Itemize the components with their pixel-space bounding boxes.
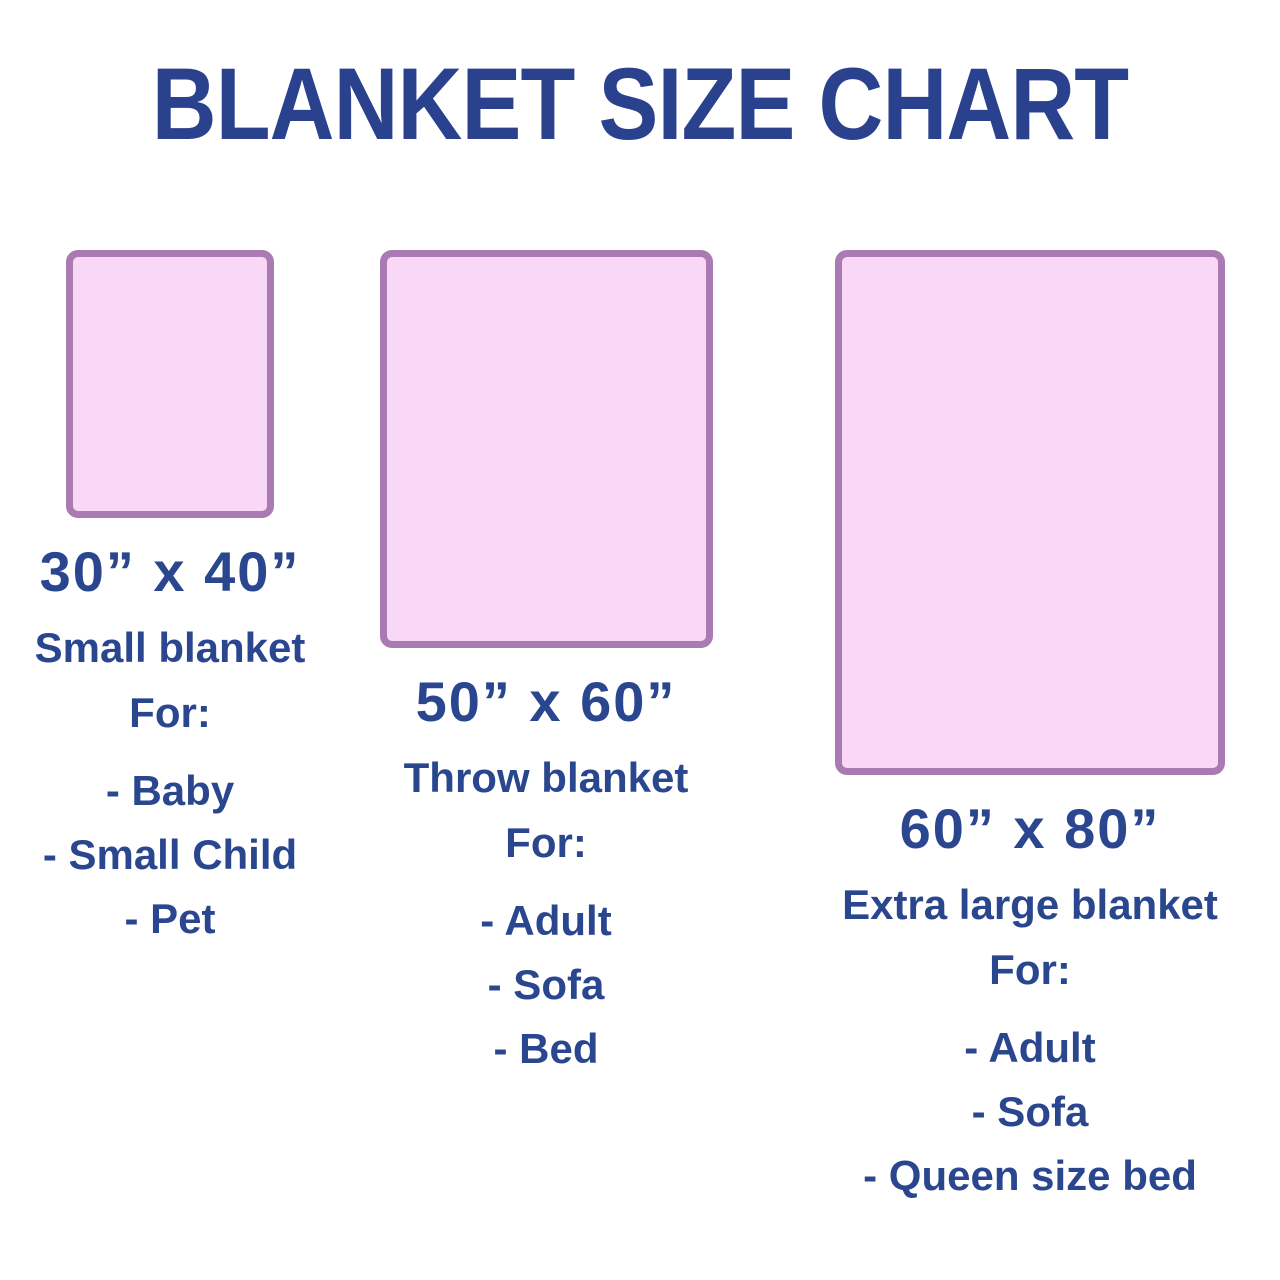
size-label: 30” x 40” [39, 540, 301, 603]
for-label: For: [129, 689, 211, 737]
use-item: - Adult [480, 897, 612, 945]
blanket-column-throw: 50” x 60” Throw blanket For: - Adult - S… [376, 250, 716, 1081]
page-title: BLANKET SIZE CHART [151, 47, 1129, 161]
blanket-description: Small blanket For: [0, 615, 340, 745]
for-label: For: [505, 819, 587, 867]
use-item: - Baby [105, 767, 235, 815]
use-list: - Adult - Sofa - Queen size bed [810, 1016, 1250, 1208]
blanket-name: Small blanket [34, 624, 306, 672]
blanket-description: Throw blanket For: [376, 745, 716, 875]
blanket-swatch-throw [379, 250, 713, 648]
use-item: - Queen size bed [863, 1152, 1197, 1200]
size-label: 60” x 80” [899, 797, 1161, 860]
use-item: - Small Child [42, 831, 298, 879]
use-list: - Adult - Sofa - Bed [376, 889, 716, 1081]
blanket-swatch-extra-large [835, 250, 1225, 775]
size-label: 50” x 60” [415, 670, 677, 733]
for-label: For: [989, 946, 1071, 994]
blanket-column-extra-large: 60” x 80” Extra large blanket For: - Adu… [810, 250, 1250, 1208]
blanket-name: Extra large blanket [842, 881, 1218, 929]
use-item: - Adult [964, 1024, 1096, 1072]
use-item: - Sofa [971, 1088, 1089, 1136]
use-item: - Bed [493, 1025, 599, 1073]
blanket-column-small: 30” x 40” Small blanket For: - Baby - Sm… [0, 250, 340, 951]
use-item: - Sofa [487, 961, 605, 1009]
blanket-name: Throw blanket [403, 754, 689, 802]
use-item: - Pet [124, 895, 216, 943]
blanket-swatch-small [66, 250, 274, 518]
use-list: - Baby - Small Child - Pet [0, 759, 340, 951]
blanket-description: Extra large blanket For: [810, 872, 1250, 1002]
